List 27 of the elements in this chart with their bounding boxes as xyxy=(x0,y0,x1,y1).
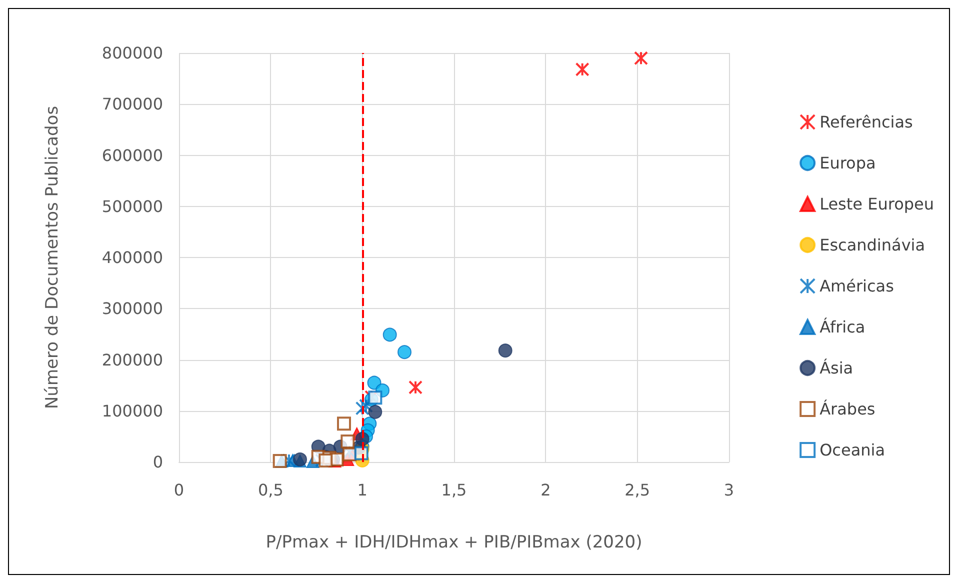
x-tick-label: 3 xyxy=(724,480,734,500)
y-axis-title: Número de Documentos Publicados xyxy=(42,106,62,410)
x-tick-label: 2,5 xyxy=(624,480,650,500)
y-tick-label: 300000 xyxy=(102,299,163,318)
legend-label: Escandinávia xyxy=(820,236,926,254)
x-tick-label: 1,5 xyxy=(441,480,467,500)
legend-label: África xyxy=(820,318,866,336)
x-tick-label: 0,5 xyxy=(258,480,284,500)
legend-label: Oceania xyxy=(820,440,886,460)
legend-label: Leste Europeu xyxy=(820,194,934,214)
legend-label: Referências xyxy=(820,112,913,132)
y-tick-label: 0 xyxy=(152,452,163,472)
y-tick-label: 700000 xyxy=(102,94,163,114)
legend-label: Árabes xyxy=(820,400,876,418)
y-tick-label: 500000 xyxy=(102,196,163,216)
y-tick-label: 800000 xyxy=(102,44,163,62)
y-tick-label: 400000 xyxy=(102,248,163,267)
x-tick-label: 0 xyxy=(174,480,184,500)
y-tick-label: 100000 xyxy=(102,401,163,420)
x-tick-label: 1 xyxy=(357,480,368,500)
legend-label: Américas xyxy=(820,276,894,296)
legend-label: Ásia xyxy=(820,358,854,378)
y-tick-label: 200000 xyxy=(102,350,163,370)
x-axis-title: P/Pmax + IDH/IDHmax + PIB/PIBmax (2020) xyxy=(266,532,642,552)
x-tick-label: 2 xyxy=(540,480,551,500)
y-tick-label: 600000 xyxy=(102,146,163,165)
legend-label: Europa xyxy=(820,154,876,172)
